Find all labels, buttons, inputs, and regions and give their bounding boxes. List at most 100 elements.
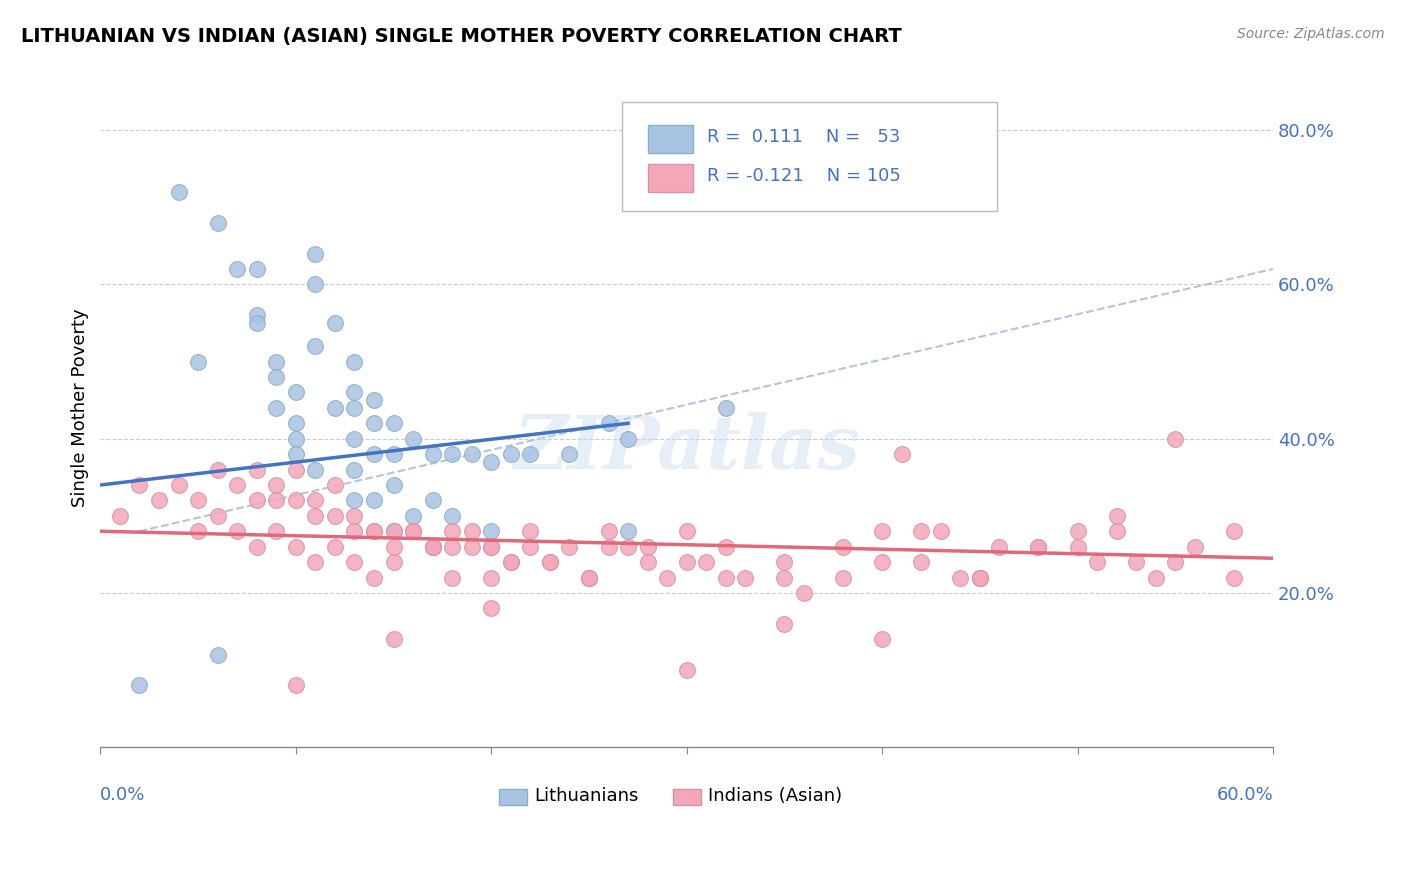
Point	[441, 447, 464, 461]
Point	[304, 277, 326, 292]
Point	[558, 447, 581, 461]
Point	[578, 570, 600, 584]
Point	[441, 508, 464, 523]
Point	[422, 540, 444, 554]
FancyBboxPatch shape	[672, 789, 700, 805]
Point	[382, 417, 405, 431]
Point	[343, 493, 366, 508]
Point	[187, 493, 209, 508]
Point	[422, 493, 444, 508]
Point	[128, 678, 150, 692]
Point	[343, 354, 366, 368]
Point	[1066, 540, 1088, 554]
Text: Source: ZipAtlas.com: Source: ZipAtlas.com	[1237, 27, 1385, 41]
Point	[969, 570, 991, 584]
Point	[598, 540, 620, 554]
Point	[890, 447, 912, 461]
Point	[422, 540, 444, 554]
Point	[675, 555, 697, 569]
Point	[246, 540, 269, 554]
Point	[108, 508, 131, 523]
Point	[1028, 540, 1050, 554]
Point	[284, 385, 307, 400]
Text: R = -0.121    N = 105: R = -0.121 N = 105	[707, 167, 900, 185]
Text: Indians (Asian): Indians (Asian)	[707, 787, 842, 805]
Point	[441, 570, 464, 584]
Point	[870, 524, 893, 539]
Point	[207, 462, 229, 476]
Text: 0.0%: 0.0%	[100, 786, 146, 804]
FancyBboxPatch shape	[648, 163, 693, 192]
Point	[167, 185, 190, 199]
Point	[284, 678, 307, 692]
Point	[538, 555, 561, 569]
Point	[402, 524, 425, 539]
Point	[538, 555, 561, 569]
Point	[363, 447, 385, 461]
Point	[226, 262, 249, 277]
Point	[479, 601, 502, 615]
Point	[284, 540, 307, 554]
Text: ZIPatlas: ZIPatlas	[513, 412, 860, 485]
Point	[793, 586, 815, 600]
Point	[578, 570, 600, 584]
Point	[363, 524, 385, 539]
Point	[773, 570, 796, 584]
Point	[264, 478, 287, 492]
Point	[1105, 508, 1128, 523]
Point	[264, 524, 287, 539]
Point	[148, 493, 170, 508]
Point	[246, 493, 269, 508]
Point	[343, 385, 366, 400]
Point	[617, 524, 640, 539]
Point	[969, 570, 991, 584]
Point	[675, 524, 697, 539]
Point	[695, 555, 717, 569]
Point	[949, 570, 972, 584]
Point	[304, 339, 326, 353]
Point	[1066, 524, 1088, 539]
Point	[363, 393, 385, 408]
Point	[870, 555, 893, 569]
Point	[167, 478, 190, 492]
Point	[988, 540, 1011, 554]
Point	[558, 540, 581, 554]
Point	[1085, 555, 1108, 569]
Point	[363, 493, 385, 508]
Point	[441, 540, 464, 554]
Point	[714, 401, 737, 415]
Point	[246, 316, 269, 330]
Point	[284, 462, 307, 476]
Point	[460, 447, 482, 461]
Point	[499, 555, 522, 569]
Point	[323, 478, 346, 492]
Text: R =  0.111    N =   53: R = 0.111 N = 53	[707, 128, 900, 146]
Point	[617, 540, 640, 554]
Point	[460, 524, 482, 539]
Point	[382, 540, 405, 554]
Point	[422, 447, 444, 461]
FancyBboxPatch shape	[623, 103, 997, 211]
Point	[402, 432, 425, 446]
Point	[598, 417, 620, 431]
Point	[343, 508, 366, 523]
Point	[1223, 524, 1246, 539]
Point	[304, 246, 326, 260]
Point	[460, 540, 482, 554]
Point	[598, 524, 620, 539]
Point	[304, 493, 326, 508]
Point	[382, 555, 405, 569]
Text: LITHUANIAN VS INDIAN (ASIAN) SINGLE MOTHER POVERTY CORRELATION CHART: LITHUANIAN VS INDIAN (ASIAN) SINGLE MOTH…	[21, 27, 901, 45]
Point	[284, 432, 307, 446]
Point	[870, 632, 893, 647]
Point	[284, 447, 307, 461]
Point	[382, 632, 405, 647]
Point	[363, 417, 385, 431]
Point	[422, 540, 444, 554]
Point	[910, 524, 932, 539]
Point	[226, 524, 249, 539]
Point	[207, 508, 229, 523]
Point	[832, 540, 855, 554]
Point	[479, 540, 502, 554]
Point	[363, 570, 385, 584]
